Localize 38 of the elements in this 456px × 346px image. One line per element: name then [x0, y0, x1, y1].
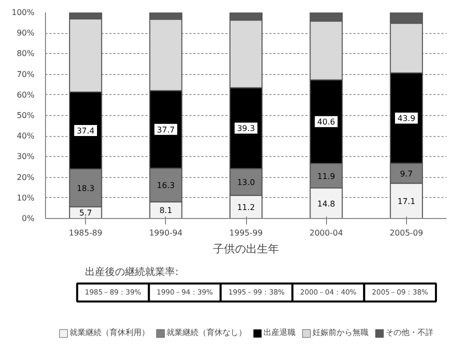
data-label: 39.3 [237, 124, 255, 134]
x-tick-label: 1995-99 [229, 228, 263, 238]
y-tick-label: 10% [16, 193, 35, 202]
y-tick-label: 20% [16, 172, 35, 182]
y-tick-label: 0% [22, 214, 35, 223]
data-label: 9.7 [400, 169, 413, 178]
x-tick-label: 1985-89 [68, 228, 102, 238]
x-tick-label: 2005-09 [390, 228, 424, 238]
data-label: 11.9 [317, 172, 336, 181]
x-tick-label: 2000-04 [309, 228, 343, 238]
legend-label: その他・不詳 [386, 327, 434, 338]
data-label: 37.7 [156, 125, 175, 134]
text: 出産後の継続就業率: [85, 266, 178, 278]
data-label: 5.7 [79, 208, 92, 218]
legend-label: 就業継続（育休利用） [70, 327, 150, 338]
data-label: 37.4 [76, 126, 95, 136]
y-tick-label: 30% [16, 152, 35, 162]
data-label: 14.8 [317, 199, 336, 208]
data-label: 18.3 [76, 184, 95, 193]
legend-label: 出産退職 [264, 327, 296, 338]
y-tick-label: 50% [16, 111, 35, 120]
legend-label: 妊娠前から無職 [312, 327, 368, 338]
y-tick-label: 70% [16, 70, 35, 79]
y-tick-label: 90% [16, 28, 35, 38]
data-label: 40.6 [317, 118, 336, 127]
y-tick-label: 100% [12, 8, 35, 17]
y-tick-label: 40% [16, 132, 35, 141]
x-axis-title: 子供の出生年 [213, 242, 279, 256]
data-label: 11.2 [237, 202, 255, 212]
data-label: 8.1 [159, 206, 172, 216]
data-label: 43.9 [397, 114, 416, 124]
x-tick-label: 1990-94 [149, 228, 183, 238]
data-label: 13.0 [237, 178, 255, 188]
legend-label: 就業継続（育休なし） [166, 327, 246, 338]
data-label: 16.3 [156, 181, 175, 190]
y-tick-label: 80% [16, 49, 35, 58]
y-tick-label: 60% [16, 90, 35, 100]
data-label: 17.1 [397, 196, 416, 206]
